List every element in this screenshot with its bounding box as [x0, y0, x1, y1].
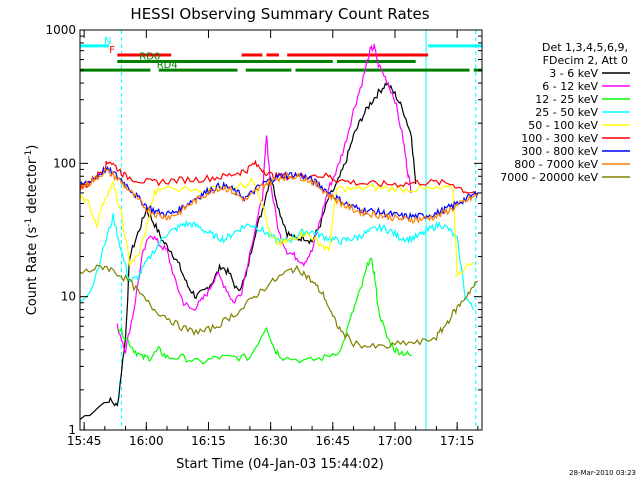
x-tick-label-6: 17:15	[440, 434, 475, 448]
series-line-5	[79, 159, 479, 195]
legend-label-3: 25 - 50 keV	[535, 106, 598, 119]
x-axis-label: Start Time (04-Jan-03 15:44:02)	[176, 457, 384, 472]
generation-timestamp: 28-Mar-2010 03:23	[569, 469, 636, 477]
y-axis: 1 10 100 1000	[45, 23, 482, 437]
legend-header-0: Det 1,3,4,5,6,9,	[542, 41, 628, 54]
series-line-7	[79, 167, 479, 224]
legend-label-1: 6 - 12 keV	[542, 80, 598, 93]
y-axis-label: Count Rate (s-1 detector-1)	[24, 145, 40, 316]
y-tick-label-1: 10	[61, 290, 76, 304]
legend-header-1: FDecim 2, Att 0	[543, 54, 628, 67]
series-line-2	[117, 257, 412, 365]
series-line-0	[79, 82, 417, 420]
x-tick-label-4: 16:45	[316, 434, 351, 448]
state-bar-label-rd0: RD0	[139, 52, 160, 63]
legend-label-8: 7000 - 20000 keV	[500, 171, 598, 184]
state-bar-label-rd4: RD4	[157, 60, 178, 71]
x-axis: 15:45 16:00 16:15 16:30 16:45 17:00 17:15	[67, 30, 479, 448]
y-tick-label-3: 1000	[45, 23, 76, 37]
series-line-4	[79, 176, 475, 278]
x-tick-label-3: 16:30	[253, 434, 288, 448]
legend-label-4: 50 - 100 keV	[528, 119, 598, 132]
legend-label-5: 100 - 300 keV	[521, 132, 598, 145]
legend-label-0: 3 - 6 keV	[549, 67, 598, 80]
y-tick-label-0: 1	[68, 423, 76, 437]
x-tick-label-0: 15:45	[67, 434, 102, 448]
legend-label-2: 12 - 25 keV	[535, 93, 598, 106]
x-tick-label-1: 16:00	[129, 434, 164, 448]
y-tick-label-2: 100	[53, 156, 76, 170]
legend-label-7: 800 - 7000 keV	[514, 158, 598, 171]
legend: Det 1,3,4,5,6,9,FDecim 2, Att 03 - 6 keV…	[500, 41, 630, 184]
plot-frame	[79, 29, 483, 431]
state-bar-label-n: N	[104, 36, 111, 47]
state-bar-label-f: F	[109, 45, 115, 56]
series-line-8	[79, 264, 478, 350]
chart-title: HESSI Observing Summary Count Rates	[130, 5, 429, 23]
series-line-1	[116, 43, 412, 355]
x-tick-label-5: 17:00	[378, 434, 413, 448]
series-line-3	[80, 213, 475, 310]
legend-label-6: 300 - 800 keV	[521, 145, 598, 158]
x-tick-label-2: 16:15	[191, 434, 226, 448]
